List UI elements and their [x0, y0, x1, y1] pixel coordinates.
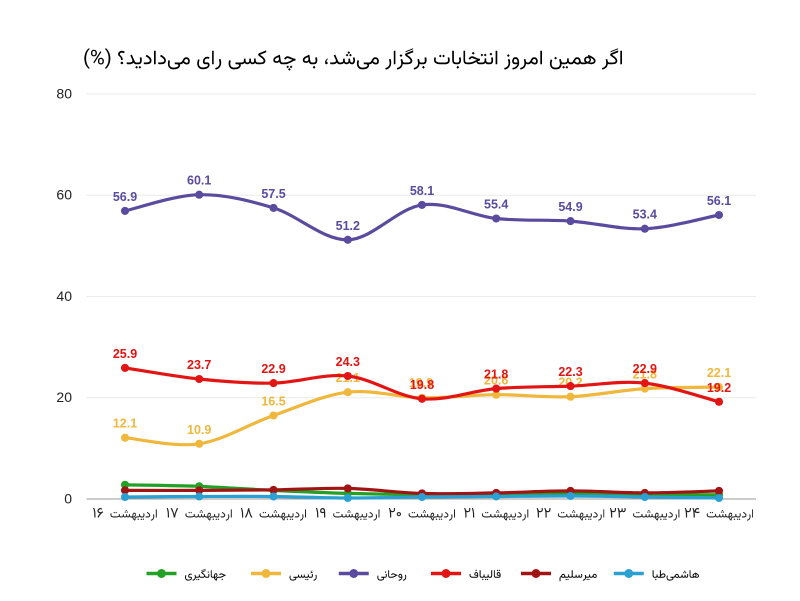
- svg-text:19.9: 19.9: [409, 376, 433, 390]
- svg-text:21.8: 21.8: [484, 368, 508, 382]
- svg-text:22.9: 22.9: [261, 362, 285, 376]
- svg-text:56.9: 56.9: [113, 190, 137, 204]
- svg-text:80: 80: [56, 86, 72, 102]
- svg-text:22.3: 22.3: [558, 365, 582, 379]
- svg-text:57.5: 57.5: [261, 187, 285, 201]
- svg-text:22.1: 22.1: [707, 366, 731, 380]
- svg-text:58.1: 58.1: [410, 184, 434, 198]
- svg-text:55.4: 55.4: [484, 198, 508, 212]
- svg-text:56.1: 56.1: [707, 194, 731, 208]
- svg-text:53.4: 53.4: [633, 208, 657, 222]
- svg-text:19.8: 19.8: [410, 378, 434, 392]
- svg-text:21.8: 21.8: [633, 368, 657, 382]
- svg-text:16.5: 16.5: [261, 395, 285, 409]
- svg-text:10.9: 10.9: [187, 423, 211, 437]
- svg-text:40: 40: [56, 288, 72, 304]
- svg-text:60.1: 60.1: [187, 174, 211, 188]
- svg-text:0: 0: [64, 491, 72, 507]
- svg-text:24.3: 24.3: [336, 355, 360, 369]
- svg-text:23.7: 23.7: [187, 358, 211, 372]
- svg-text:20: 20: [56, 389, 72, 405]
- svg-text:25.9: 25.9: [113, 347, 137, 361]
- svg-text:51.2: 51.2: [336, 219, 360, 233]
- svg-text:22.9: 22.9: [633, 362, 657, 376]
- svg-text:20.6: 20.6: [484, 374, 508, 388]
- svg-text:60: 60: [56, 187, 72, 203]
- svg-text:54.9: 54.9: [558, 200, 582, 214]
- svg-text:19.2: 19.2: [707, 381, 731, 395]
- svg-text:12.1: 12.1: [113, 417, 137, 431]
